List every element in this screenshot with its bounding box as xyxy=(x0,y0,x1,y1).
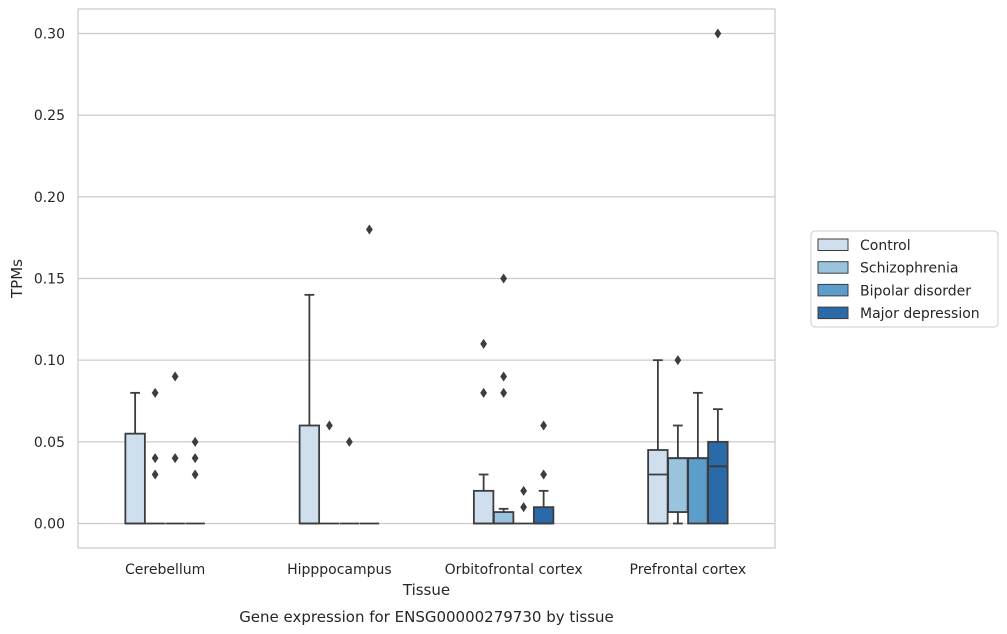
outlier-point xyxy=(191,469,199,480)
y-tick-label: 0.15 xyxy=(34,272,65,288)
outlier-point xyxy=(540,420,548,431)
outlier-point xyxy=(540,469,548,480)
outlier-point xyxy=(191,436,199,447)
outlier-point xyxy=(151,387,159,398)
box-body xyxy=(707,440,729,525)
box-body xyxy=(472,489,495,525)
x-axis-ticks: Cerebellum Hipppocampus Orbitofrontal cort… xyxy=(125,562,746,578)
y-tick-label: 0.20 xyxy=(34,190,65,206)
box-3-2 xyxy=(687,391,709,525)
box-2-0 xyxy=(472,338,495,525)
box-2-1 xyxy=(492,273,515,525)
box-1-0 xyxy=(298,293,321,525)
x-tick-label: Hipppocampus xyxy=(287,562,392,578)
y-axis-ticks: 0.00 0.05 0.10 0.15 0.20 0.25 0.30 xyxy=(34,27,65,533)
y-tick-label: 0.10 xyxy=(34,353,65,369)
box-1-1 xyxy=(319,420,340,525)
box-body xyxy=(532,506,555,525)
box-0-1 xyxy=(145,387,165,525)
x-tick-label: Prefrontal cortex xyxy=(630,562,747,578)
box-0-2 xyxy=(165,371,185,525)
legend-swatch xyxy=(817,283,849,297)
box-1-3 xyxy=(359,224,380,525)
legend-swatch xyxy=(817,238,849,251)
box-3-1 xyxy=(667,355,689,525)
box-body xyxy=(687,457,709,525)
chart-caption: Gene expression for ENSG00000279730 by t… xyxy=(239,608,614,626)
box-body xyxy=(667,457,689,513)
box-body xyxy=(298,424,321,525)
box-2-3 xyxy=(532,420,555,525)
y-tick-label: 0.30 xyxy=(34,27,65,43)
y-tick-label: 0.00 xyxy=(34,517,65,533)
outlier-point xyxy=(171,453,179,464)
legend-swatch xyxy=(817,306,849,320)
legend-swatch xyxy=(817,261,849,274)
legend-label: Control xyxy=(860,238,911,254)
outlier-point xyxy=(171,371,179,382)
legend-label: Bipolar disorder xyxy=(860,283,971,299)
outlier-point xyxy=(520,485,528,496)
box-0-3 xyxy=(185,436,205,525)
outlier-point xyxy=(520,502,528,513)
box-body xyxy=(124,432,146,525)
box-0-0 xyxy=(124,391,146,525)
outlier-point xyxy=(345,436,353,447)
x-tick-label: Orbitofrontal cortex xyxy=(445,562,583,578)
gridlines xyxy=(78,32,775,525)
outlier-point xyxy=(480,338,488,349)
box-2-2 xyxy=(513,485,534,525)
outlier-point xyxy=(500,387,508,398)
box-1-2 xyxy=(339,436,360,525)
box-3-3 xyxy=(707,28,729,525)
outlier-point xyxy=(151,469,159,480)
y-axis-label: TPMs xyxy=(8,259,26,299)
outlier-point xyxy=(151,453,159,464)
box-body xyxy=(492,511,515,525)
outlier-point xyxy=(480,387,488,398)
plot-frame xyxy=(77,8,776,549)
outlier-point xyxy=(674,355,682,366)
y-tick-label: 0.05 xyxy=(34,435,65,451)
legend: Control Schizophrenia Bipolar disorder Majo… xyxy=(810,230,999,328)
outlier-point xyxy=(365,224,373,235)
outlier-point xyxy=(500,273,508,284)
outlier-point xyxy=(325,420,333,431)
box-series xyxy=(124,28,729,525)
x-axis-label: Tissue xyxy=(402,581,450,599)
x-tick-label: Cerebellum xyxy=(125,562,205,578)
outlier-point xyxy=(714,28,722,39)
outlier-point xyxy=(500,371,508,382)
legend-label: Major depression xyxy=(860,306,980,322)
outlier-point xyxy=(191,453,199,464)
y-tick-label: 0.25 xyxy=(34,108,65,124)
box-body xyxy=(647,449,669,525)
legend-label: Schizophrenia xyxy=(860,261,958,277)
legend-frame xyxy=(810,230,999,328)
